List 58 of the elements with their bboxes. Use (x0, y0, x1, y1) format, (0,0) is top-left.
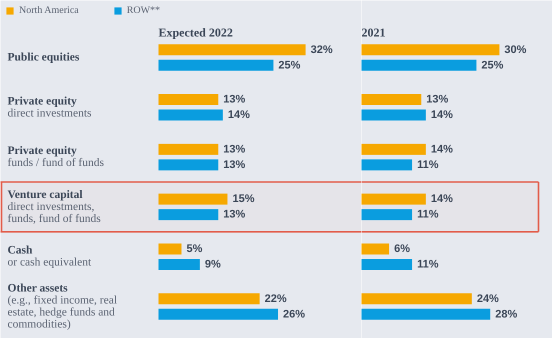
data-label: 11% (417, 158, 439, 171)
bar (362, 243, 390, 254)
bar (158, 159, 218, 170)
data-label: 22% (264, 292, 287, 305)
text: 2021 (362, 26, 386, 40)
bar (158, 60, 274, 71)
data-label: 14% (430, 109, 454, 122)
chart-title: Expected 2022 (158, 26, 233, 40)
bar (158, 258, 200, 270)
bar (362, 94, 422, 106)
data-label: 14% (430, 193, 454, 206)
bar (158, 243, 182, 254)
bar (362, 44, 500, 56)
data-label: 32% (310, 44, 333, 56)
data-label: 13% (223, 158, 246, 171)
data-label: 9% (204, 258, 221, 270)
y-tick-label: Private equity direct investments (8, 95, 92, 120)
data-label: 15% (232, 193, 255, 206)
data-label: 13% (223, 208, 246, 221)
data-label: 13% (223, 143, 246, 156)
bar (362, 308, 490, 320)
bar (362, 159, 412, 170)
bar (362, 60, 476, 71)
data-label: 13% (426, 94, 448, 106)
bar (362, 110, 426, 121)
bar (362, 258, 412, 270)
bar (158, 94, 218, 106)
bar (158, 144, 218, 155)
data-label: 28% (495, 308, 518, 320)
bar (362, 194, 426, 205)
bar (158, 209, 218, 220)
data-label: 25% (278, 59, 301, 72)
bar (362, 293, 472, 304)
bar (158, 194, 228, 205)
data-label: 24% (476, 292, 500, 305)
y-tick-label: Other assets (e.g., fixed income, real estate, hedge funds and commodities) (8, 282, 118, 330)
data-label: 25% (481, 59, 504, 72)
bar (362, 144, 426, 155)
data-label: 14% (228, 109, 250, 122)
data-label: 30% (504, 44, 527, 56)
bar (158, 44, 306, 56)
y-tick-label: Public equities (8, 52, 80, 64)
bar (362, 209, 412, 220)
bar (158, 110, 223, 121)
data-label: 11% (417, 258, 439, 270)
data-label: 6% (394, 242, 410, 255)
data-label: 11% (417, 208, 439, 221)
legend-label: North America (19, 5, 79, 16)
data-label: 14% (430, 143, 454, 156)
y-tick-label: Cash or cash equivalent (8, 244, 92, 269)
data-label: 26% (283, 308, 306, 320)
data-label: 13% (223, 94, 246, 106)
legend-label: ROW** (126, 5, 160, 16)
data-label: 5% (186, 242, 203, 255)
y-tick-label: Venture capital direct investments, funds, fund of funds (8, 188, 102, 225)
y-tick-label: Private equity funds / fund of funds (8, 145, 104, 170)
bar (158, 308, 278, 320)
bar (158, 293, 260, 304)
